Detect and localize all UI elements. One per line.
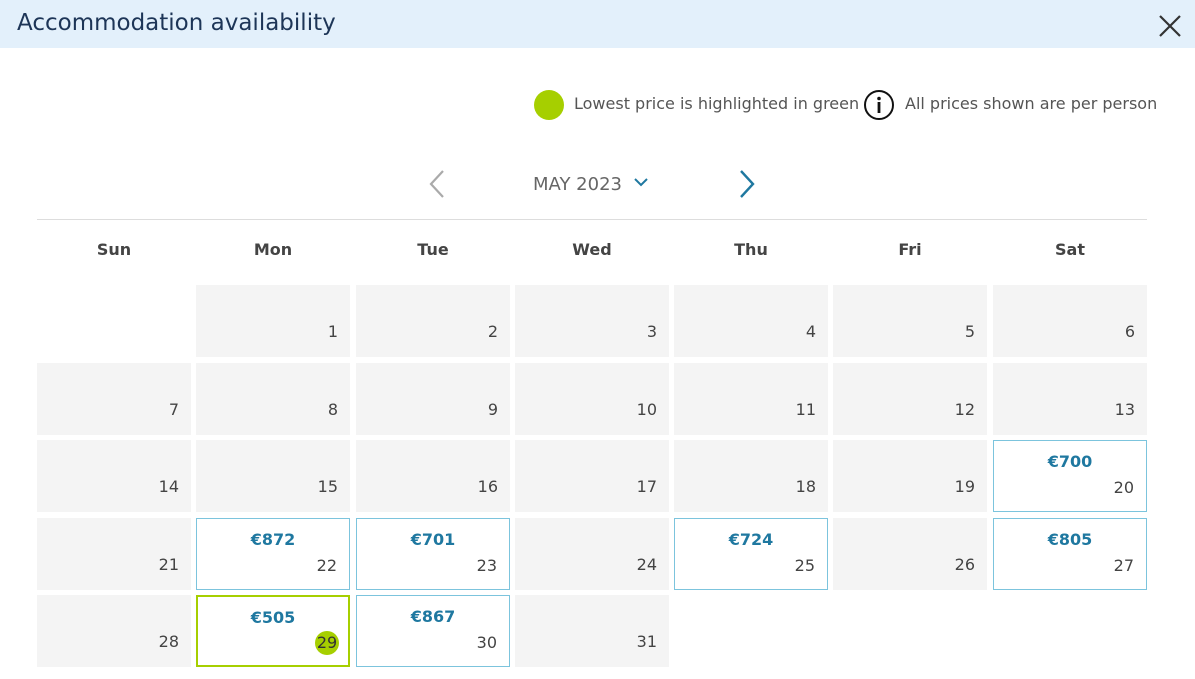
weekday: Fri: [898, 240, 922, 259]
day-cell: 19: [833, 440, 987, 512]
day-number: 16: [477, 477, 498, 496]
day-number: 17: [636, 477, 657, 496]
day-cell[interactable]: €867 30: [356, 595, 510, 667]
day-number: 6: [1124, 322, 1135, 341]
green-dot: [534, 90, 564, 120]
day-number: 10: [636, 399, 657, 419]
day-number: 7: [168, 399, 179, 419]
day-number: 31: [636, 632, 657, 651]
day-cell[interactable]: €701 23: [356, 517, 510, 590]
day-number: 4: [805, 322, 816, 341]
weekday: Thu: [734, 240, 768, 259]
day-cell: 16: [356, 440, 510, 512]
day-number: 1: [327, 322, 338, 341]
price: €872: [250, 529, 296, 549]
day-number: 29: [315, 631, 339, 655]
weekday: Sun: [96, 240, 132, 259]
price: €805: [1047, 529, 1093, 549]
day-cell: 3: [515, 285, 669, 357]
day-cell: 17: [515, 440, 669, 512]
day-number: 23: [476, 555, 497, 575]
day-number: 26: [954, 554, 975, 574]
month-label[interactable]: MAY 2023: [533, 174, 622, 195]
day-cell: 10: [515, 362, 669, 435]
day-number: 27: [1113, 555, 1134, 575]
day-cell: 5: [833, 285, 987, 357]
day-number: 22: [316, 555, 337, 575]
day-cell: 12: [833, 362, 987, 435]
day-cell: 13: [993, 362, 1147, 435]
day-number: 5: [964, 322, 975, 341]
price: €724: [728, 529, 774, 549]
day-cell: 15: [196, 440, 350, 512]
close-button[interactable]: [1157, 13, 1183, 39]
day-number: 2: [487, 322, 498, 341]
day-cell[interactable]: €505 29: [196, 595, 350, 667]
next-month[interactable]: [735, 169, 759, 199]
day-number: 19: [954, 477, 975, 496]
day-cell[interactable]: €872 22: [196, 517, 350, 590]
day-number: 3: [646, 322, 657, 341]
day-cell: 11: [674, 362, 828, 435]
day-cell: 14: [37, 440, 191, 512]
day-cell: 4: [674, 285, 828, 357]
day-cell: 26: [833, 517, 987, 590]
day-number: 28: [158, 632, 179, 651]
day-cell: 9: [356, 362, 510, 435]
weekday: Sat: [1055, 240, 1085, 259]
price: €700: [1047, 452, 1093, 471]
day-cell: 24: [515, 517, 669, 590]
legend-info: All prices shown are per person: [905, 94, 1158, 113]
day-cell: 18: [674, 440, 828, 512]
day-cell[interactable]: €805 27: [993, 517, 1147, 590]
month-dropdown[interactable]: [633, 176, 649, 188]
weekday: Mon: [253, 240, 293, 259]
day-cell: 7: [37, 362, 191, 435]
price: €867: [410, 607, 456, 626]
day-number: 12: [954, 399, 975, 419]
day-number: 30: [476, 633, 497, 652]
day-number: 25: [794, 555, 815, 575]
weekday: Wed: [572, 240, 612, 259]
day-number: 15: [317, 477, 338, 496]
day-number: 13: [1114, 399, 1135, 419]
header: [0, 0, 1195, 48]
day-number: 18: [795, 477, 816, 496]
day-cell: 6: [993, 285, 1147, 357]
title: Accommodation availability: [17, 10, 336, 36]
day-cell: 8: [196, 362, 350, 435]
day-cell: 21: [37, 517, 191, 590]
day-number: 14: [158, 477, 179, 496]
day-cell[interactable]: €700 20: [993, 440, 1147, 512]
day-cell[interactable]: €724 25: [674, 517, 828, 590]
day-number: 9: [487, 399, 498, 419]
weekday: Tue: [417, 240, 449, 259]
price: €505: [250, 608, 296, 627]
day-cell: 1: [196, 285, 350, 357]
day-number: 24: [636, 554, 657, 574]
divider: [37, 219, 1147, 220]
prev-month[interactable]: [426, 169, 450, 199]
day-number: 21: [158, 554, 179, 574]
legend-lowest: Lowest price is highlighted in green: [574, 94, 860, 113]
info-icon: [864, 90, 894, 120]
price: €701: [410, 529, 456, 549]
day-number: 11: [795, 399, 816, 419]
day-number: 20: [1113, 478, 1134, 497]
day-number: 8: [327, 399, 338, 419]
day-cell: 28: [37, 595, 191, 667]
day-cell: 31: [515, 595, 669, 667]
day-cell: 2: [356, 285, 510, 357]
